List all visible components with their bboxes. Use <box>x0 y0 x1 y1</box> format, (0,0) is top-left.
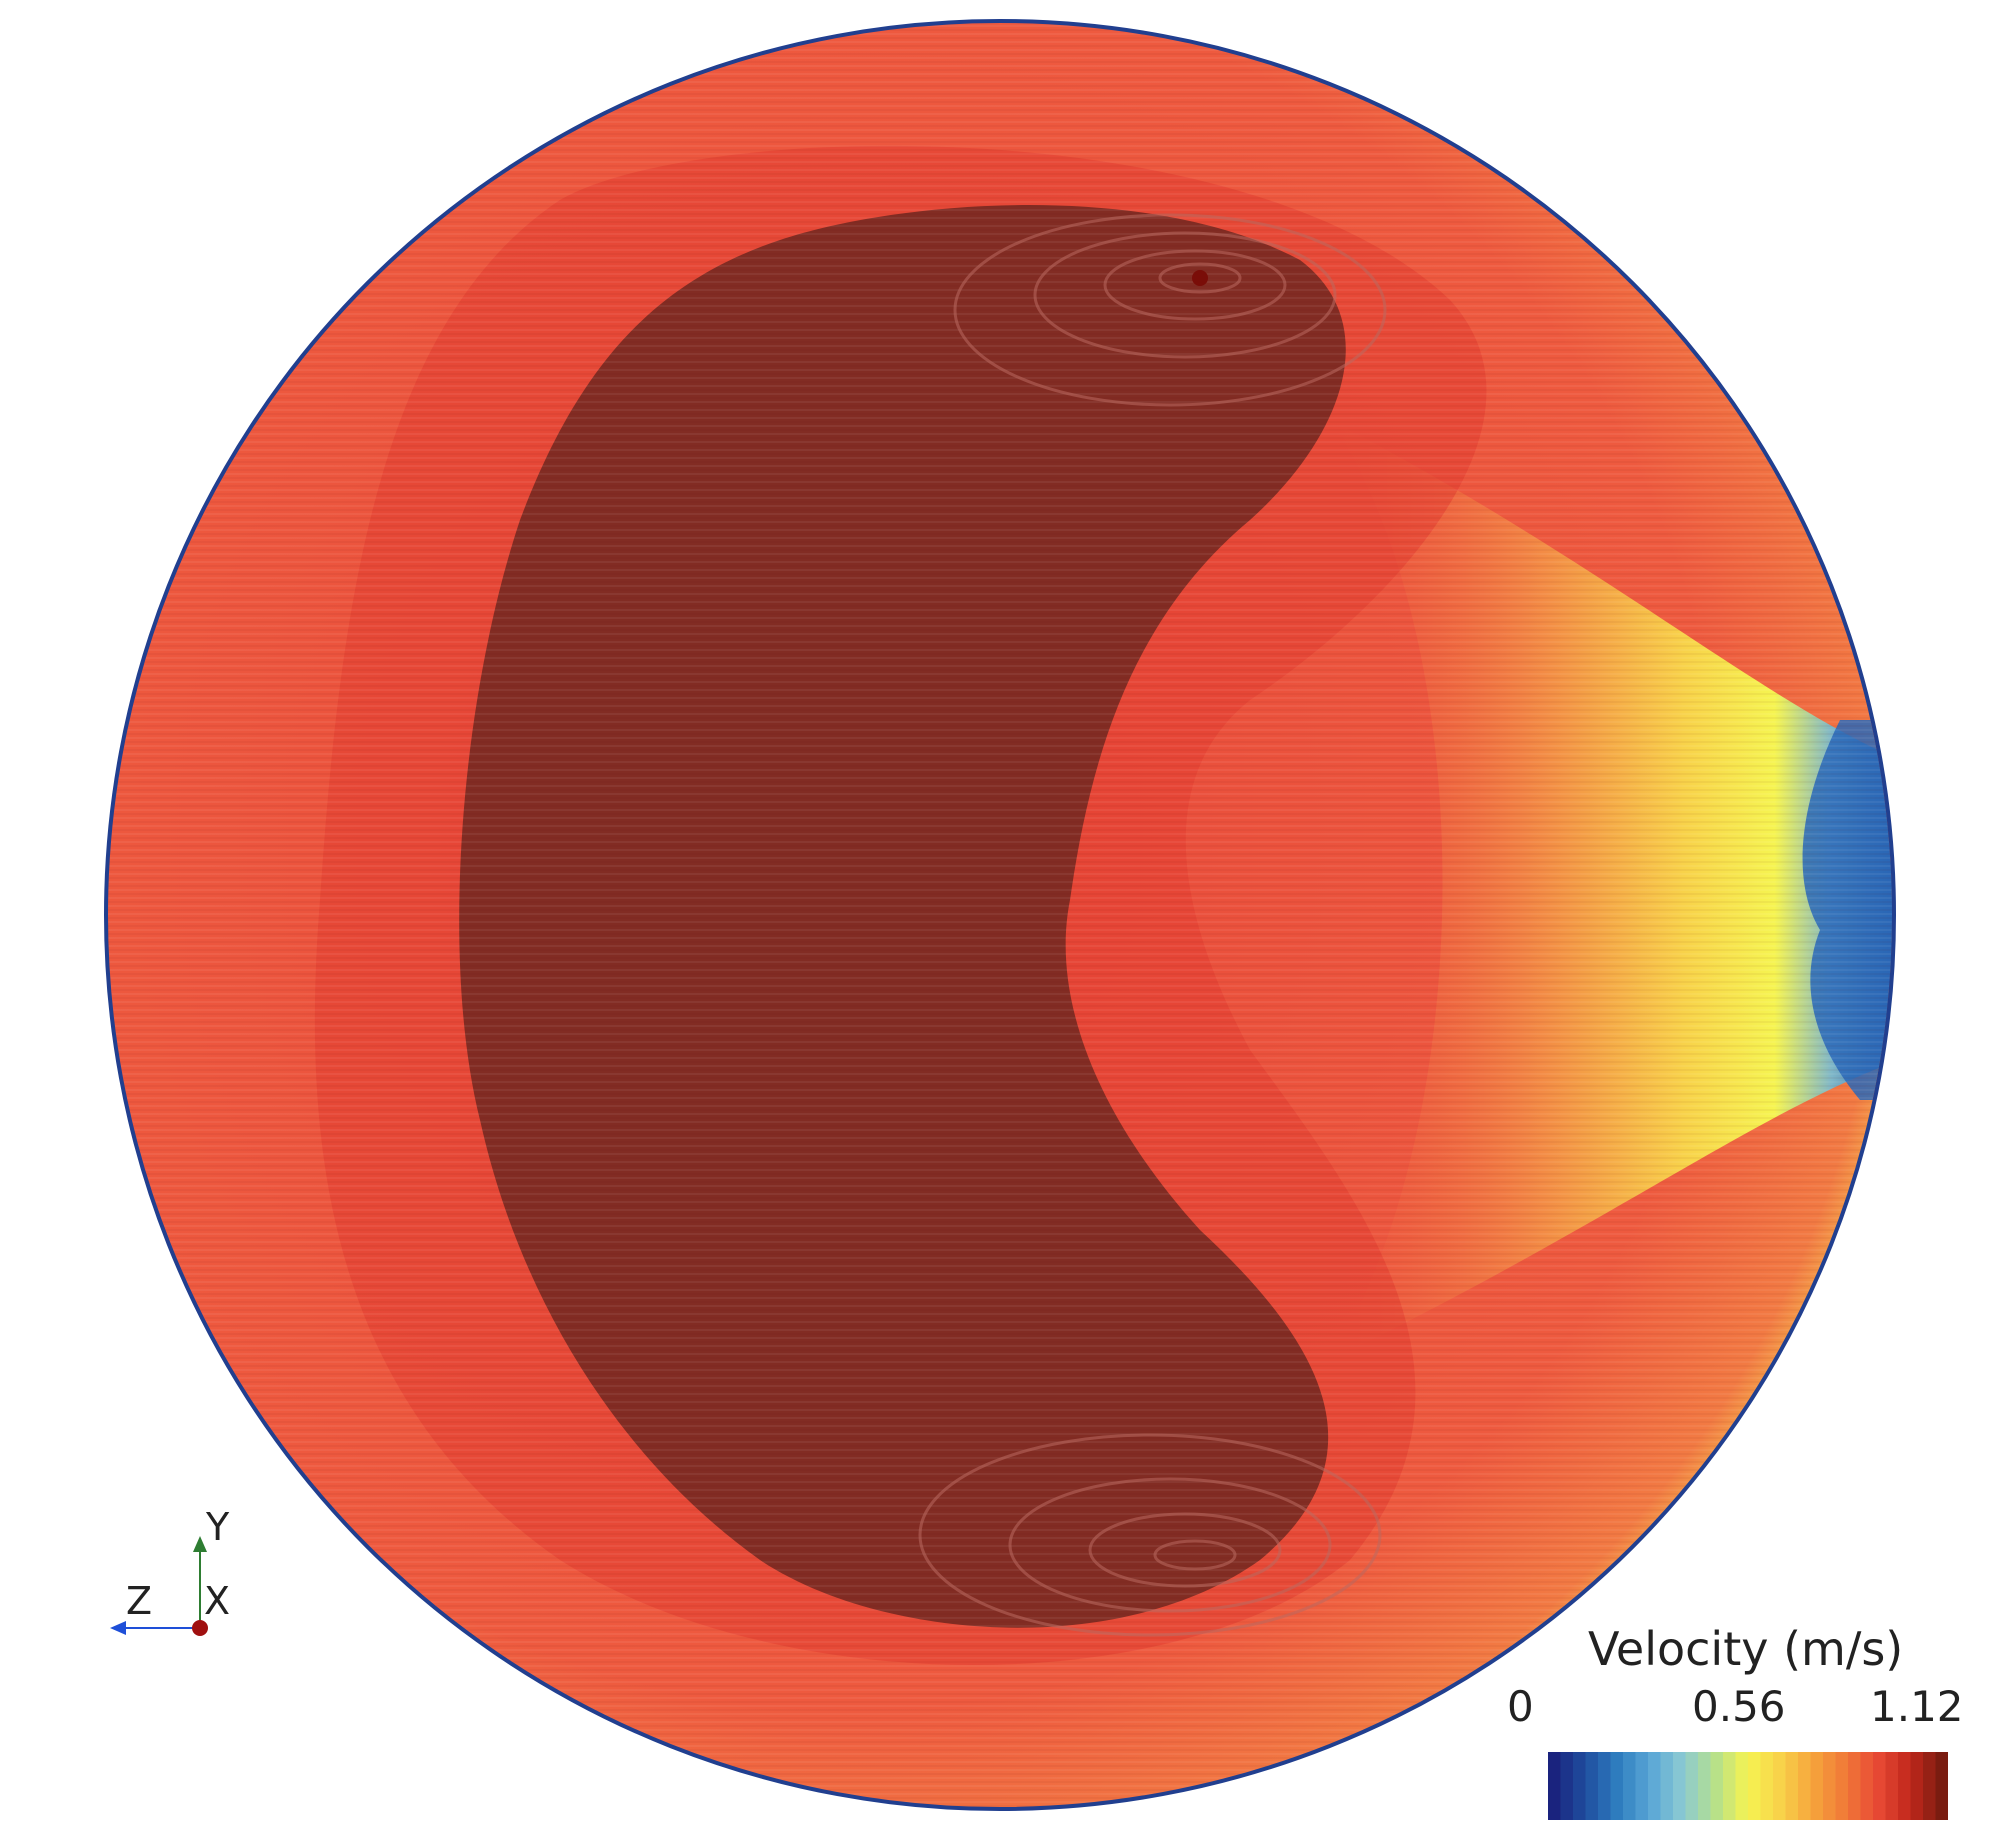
y-axis-label: Y <box>205 1505 230 1549</box>
colorbar-step <box>1848 1752 1862 1820</box>
legend-tick-min: 0 <box>1507 1682 1534 1731</box>
colorbar-step <box>1635 1752 1649 1820</box>
colorbar-step <box>1898 1752 1912 1820</box>
colorbar-step <box>1873 1752 1887 1820</box>
flow-domain-boundary <box>104 19 1896 1811</box>
colorbar-step <box>1798 1752 1812 1820</box>
z-axis-arrow-icon <box>110 1621 126 1635</box>
colorbar-step <box>1723 1752 1737 1820</box>
colorbar-step <box>1935 1752 1948 1820</box>
lower-vortex <box>918 1433 1382 1637</box>
colorbar-step <box>1623 1752 1637 1820</box>
colorbar-step <box>1910 1752 1924 1820</box>
colorbar-step <box>1823 1752 1837 1820</box>
legend-colorbar <box>1548 1752 1948 1820</box>
colorbar-step <box>1673 1752 1687 1820</box>
z-axis-label: Z <box>126 1579 152 1623</box>
colorbar-step <box>1760 1752 1774 1820</box>
colorbar-step <box>1748 1752 1762 1820</box>
upper-vortex-center <box>1192 270 1208 286</box>
colorbar-step <box>1810 1752 1824 1820</box>
colorbar-step <box>1548 1752 1562 1820</box>
colorbar-step <box>1860 1752 1874 1820</box>
orientation-axes: Y Z X <box>110 1505 230 1636</box>
colorbar-step <box>1648 1752 1662 1820</box>
x-axis-label: X <box>204 1579 230 1623</box>
colorbar-step <box>1785 1752 1799 1820</box>
legend-tick-max: 1.12 <box>1870 1682 1964 1731</box>
colorbar-step <box>1685 1752 1699 1820</box>
x-axis-dot-icon <box>192 1620 208 1636</box>
colorbar-step <box>1710 1752 1724 1820</box>
colorbar-step <box>1698 1752 1712 1820</box>
legend-title: Velocity (m/s) <box>1588 1622 1904 1676</box>
colorbar-step <box>1585 1752 1599 1820</box>
legend-tick-mid: 0.56 <box>1692 1682 1786 1731</box>
colorbar-step <box>1660 1752 1674 1820</box>
colorbar-step <box>1835 1752 1849 1820</box>
colorbar-step <box>1885 1752 1899 1820</box>
colorbar-step <box>1573 1752 1587 1820</box>
streamline-texture <box>108 23 1892 1807</box>
upper-vortex <box>953 213 1387 407</box>
colorbar-step <box>1610 1752 1624 1820</box>
colorbar-step <box>1560 1752 1574 1820</box>
colorbar-step <box>1923 1752 1937 1820</box>
y-axis-arrow-icon <box>193 1536 207 1552</box>
colorbar-step <box>1598 1752 1612 1820</box>
colorbar-step <box>1735 1752 1749 1820</box>
colorbar-step <box>1773 1752 1787 1820</box>
